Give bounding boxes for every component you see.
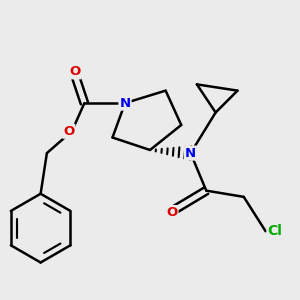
Text: N: N: [119, 97, 130, 110]
Text: O: O: [63, 125, 74, 138]
Text: Cl: Cl: [268, 224, 282, 238]
Text: O: O: [166, 206, 178, 219]
Text: N: N: [185, 147, 196, 160]
Text: O: O: [69, 65, 81, 78]
